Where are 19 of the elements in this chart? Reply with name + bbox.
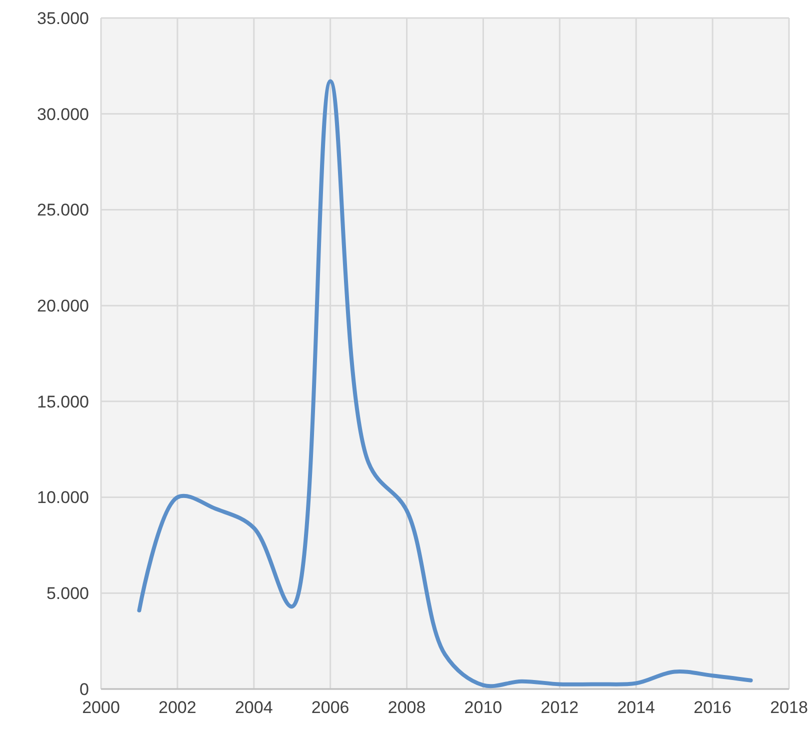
y-tick-label: 10.000 (37, 488, 89, 508)
x-tick-label: 2004 (234, 698, 273, 717)
x-tick-label: 2002 (158, 698, 196, 717)
y-tick-label: 25.000 (37, 200, 89, 220)
y-tick-label: 35.000 (37, 8, 89, 28)
x-tick-label: 2000 (82, 698, 120, 717)
y-tick-label: 5.000 (46, 584, 89, 604)
x-tick-label: 2008 (388, 698, 426, 717)
y-tick-label: 0 (80, 680, 89, 699)
x-tick-label: 2016 (694, 698, 732, 717)
x-tick-label: 2010 (464, 698, 502, 717)
x-tick-label: 2006 (311, 698, 350, 717)
y-tick-label: 15.000 (37, 392, 89, 412)
y-tick-label: 20.000 (37, 296, 89, 316)
x-tick-label: 2012 (540, 698, 579, 717)
x-tick-label: 2014 (617, 698, 656, 717)
line-series (137, 79, 753, 688)
x-tick-label: 2018 (770, 698, 808, 717)
y-tick-label: 30.000 (37, 104, 89, 124)
